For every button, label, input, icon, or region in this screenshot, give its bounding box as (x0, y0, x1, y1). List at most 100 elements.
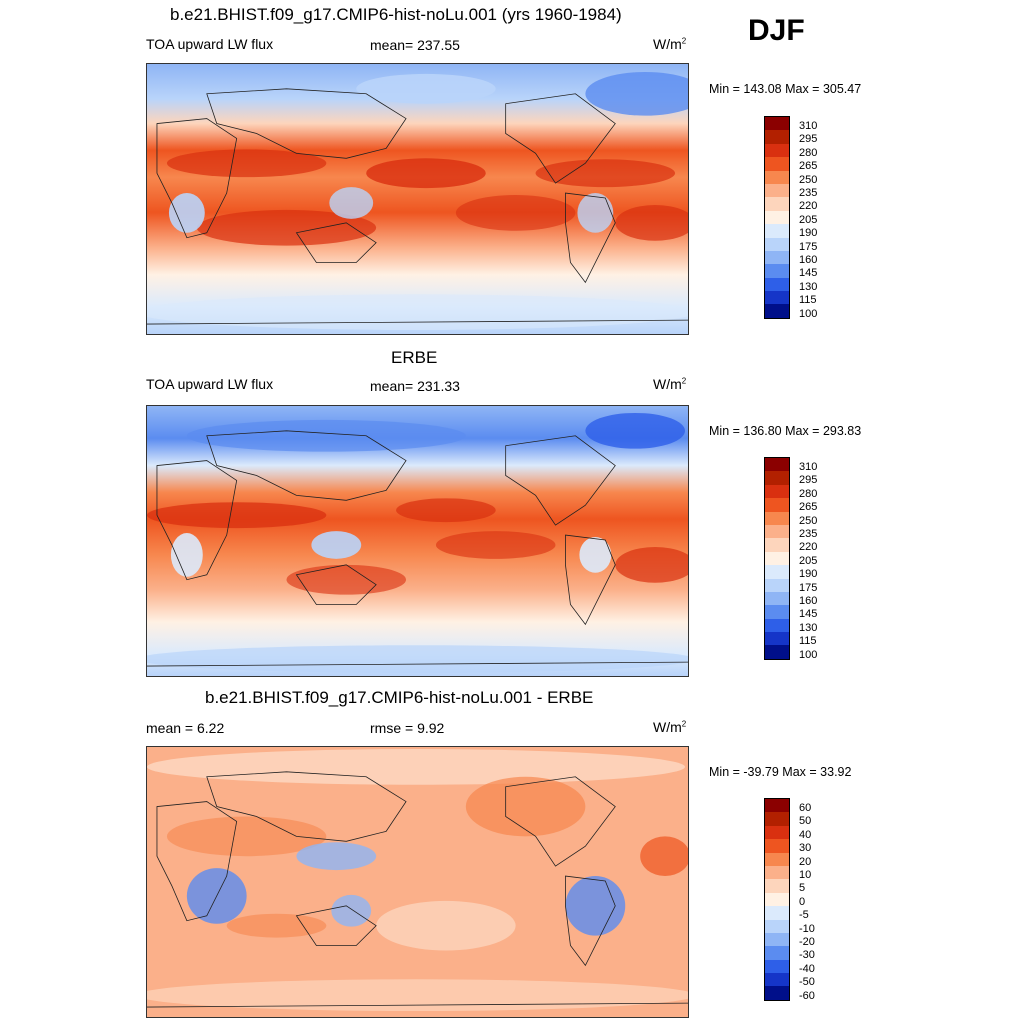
colorbar-label: -30 (799, 949, 815, 962)
colorbar-swatch (765, 551, 789, 566)
colorbar-label: 190 (799, 568, 818, 581)
colorbar-label: 30 (799, 842, 812, 855)
colorbar-label: 280 (799, 146, 818, 159)
colorbar-label: 220 (799, 541, 818, 554)
colorbar-label: 220 (799, 200, 818, 213)
colorbar-label: 310 (799, 120, 818, 132)
colorbar-swatch (765, 578, 789, 592)
colorbar-label: 205 (799, 554, 818, 567)
colorbar-swatch (765, 170, 789, 184)
colorbar-swatch (765, 565, 789, 579)
panel1-map (146, 63, 689, 335)
colorbar-swatch (765, 291, 789, 305)
colorbar-swatch (765, 865, 789, 880)
colorbar-swatch (765, 605, 789, 619)
colorbar-swatch (765, 250, 789, 265)
colorbar-swatch (765, 197, 789, 211)
colorbar-label: 130 (799, 621, 818, 634)
colorbar-label: 190 (799, 227, 818, 240)
panel2-minmax: Min = 136.80 Max = 293.83 (709, 424, 862, 438)
colorbar-label: 40 (799, 828, 812, 841)
colorbar-label: 160 (799, 595, 818, 607)
colorbar-swatch (765, 932, 789, 947)
colorbar-label: 60 (799, 802, 812, 814)
colorbar-label: -50 (799, 976, 815, 989)
colorbar-swatch (765, 484, 789, 499)
colorbar-label: 265 (799, 501, 818, 514)
colorbar-label: 115 (799, 294, 817, 307)
panel1-units: W/m2 (653, 36, 687, 52)
colorbar-label: 235 (799, 187, 818, 199)
panel2-title: ERBE (391, 348, 438, 367)
colorbar-swatch (765, 237, 789, 251)
colorbar-swatch (765, 498, 789, 512)
panel3-units: W/m2 (653, 719, 687, 735)
panel2-units: W/m2 (653, 376, 687, 392)
panel1-colorbar (764, 116, 790, 319)
panel1-map-field (147, 64, 688, 334)
panel3-title: b.e21.BHIST.f09_g17.CMIP6-hist-noLu.001 … (205, 688, 594, 707)
colorbar-label: -60 (799, 989, 815, 1002)
colorbar-swatch (765, 511, 789, 525)
colorbar-label: 130 (799, 280, 818, 293)
colorbar-swatch (765, 224, 789, 238)
colorbar-swatch (765, 799, 789, 813)
colorbar-swatch (765, 304, 789, 318)
colorbar-label: 310 (799, 461, 818, 473)
colorbar-swatch (765, 879, 789, 893)
colorbar-swatch (765, 973, 789, 987)
colorbar-label: -40 (799, 962, 815, 975)
colorbar-swatch (765, 959, 789, 974)
colorbar-swatch (765, 117, 789, 131)
panel2-mean: mean= 231.33 (370, 378, 460, 394)
colorbar-swatch (765, 130, 789, 144)
colorbar-label: 250 (799, 173, 818, 186)
colorbar-label: 160 (799, 254, 818, 266)
colorbar-label: 205 (799, 213, 818, 226)
colorbar-label: 100 (799, 648, 818, 661)
panel2-colorbar (764, 457, 790, 660)
panel2-map-field (147, 406, 688, 676)
colorbar-label: 0 (799, 895, 806, 908)
colorbar-swatch (765, 946, 789, 960)
colorbar-swatch (765, 906, 789, 920)
colorbar-swatch (765, 183, 789, 198)
colorbar-label: 145 (799, 608, 818, 621)
panel1-title: b.e21.BHIST.f09_g17.CMIP6-hist-noLu.001 … (170, 5, 622, 24)
colorbar-swatch (765, 825, 789, 840)
season-label: DJF (748, 14, 805, 47)
panel2-map (146, 405, 689, 677)
colorbar-swatch (765, 591, 789, 606)
colorbar-swatch (765, 277, 789, 292)
colorbar-swatch (765, 618, 789, 633)
colorbar-label: -10 (799, 922, 815, 935)
colorbar-label: 100 (799, 307, 818, 320)
colorbar-swatch (765, 143, 789, 158)
colorbar-label: 295 (799, 133, 818, 146)
colorbar-label: -20 (799, 936, 815, 948)
panel2-left-label: TOA upward LW flux (146, 376, 274, 392)
panel3-colorbar (764, 798, 790, 1001)
colorbar-swatch (765, 986, 789, 1000)
colorbar-label: 175 (799, 240, 818, 253)
colorbar-swatch (765, 812, 789, 826)
colorbar-swatch (765, 839, 789, 853)
colorbar-swatch (765, 471, 789, 485)
panel3-map-field (147, 747, 688, 1017)
colorbar-swatch (765, 458, 789, 472)
panel3-rmse: rmse = 9.92 (370, 720, 445, 736)
colorbar-label: 265 (799, 160, 818, 173)
colorbar-label: 115 (799, 635, 817, 648)
colorbar-swatch (765, 919, 789, 933)
colorbar-swatch (765, 852, 789, 866)
colorbar-swatch (765, 892, 789, 907)
colorbar-swatch (765, 632, 789, 646)
panel1-left-label: TOA upward LW flux (146, 36, 274, 52)
colorbar-label: 20 (799, 855, 812, 868)
panel3-mean: mean = 6.22 (146, 720, 225, 736)
panel3-map (146, 746, 689, 1018)
colorbar-label: 5 (799, 882, 806, 895)
colorbar-label: 145 (799, 267, 818, 280)
colorbar-label: 175 (799, 581, 818, 594)
colorbar-label: -5 (799, 909, 809, 922)
